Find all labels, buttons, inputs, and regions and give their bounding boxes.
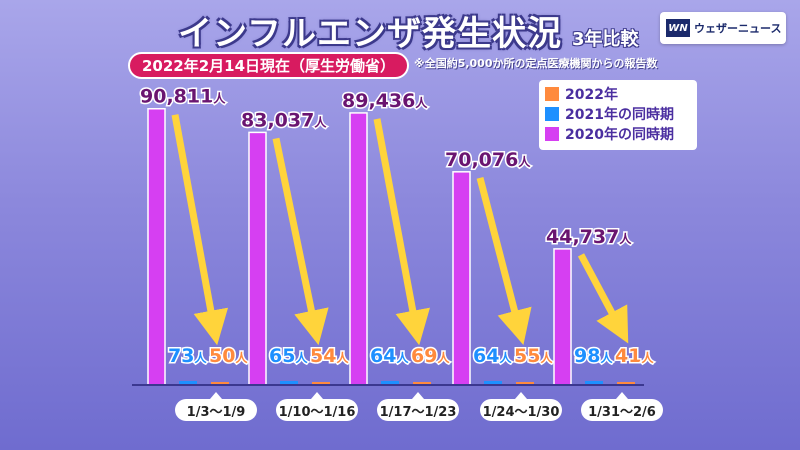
legend-swatch-2020 [545,127,559,141]
label-2021-3: 64人 [473,345,512,367]
title-area: インフルエンザ発生状況 3年比較 [178,6,639,55]
date-badge: 2022年2月14日現在（厚生労働省） [128,52,410,79]
label-2022-2: 69人 [411,345,450,367]
legend-label-2022: 2022年 [565,87,618,103]
chart-title: インフルエンザ発生状況 [178,14,562,54]
category-pointer-4 [616,392,628,399]
legend-label-2021: 2021年の同時期 [565,107,674,123]
legend: 2022年 2021年の同時期 2020年の同時期 [539,80,697,150]
label-2020-4: 44,737人 [546,226,632,248]
label-2022-0: 50人 [209,345,248,367]
decline-arrow-0 [171,114,229,346]
bar-2022-0 [211,382,229,385]
x-axis-line [132,384,644,386]
decline-arrow-3 [476,176,532,345]
bar-2022-1 [312,382,330,385]
label-2020-1: 83,037人 [241,109,327,131]
bar-2021-3 [484,381,502,385]
label-2022-3: 55人 [514,345,553,367]
category-label-1: 1/10〜1/16 [276,399,358,421]
decline-arrow-4 [577,253,629,344]
category-pointer-2 [412,392,424,399]
label-2021-4: 98人 [574,345,613,367]
bar-2021-1 [280,381,298,385]
category-label-0: 1/3〜1/9 [175,399,257,421]
legend-swatch-2022 [545,87,559,101]
bar-2022-2 [413,382,431,385]
bar-2020-1 [248,131,267,386]
bar-2021-0 [179,381,197,385]
brand-name: ウェザーニュース [694,22,782,35]
weathernews-logo-icon: WN [666,19,690,37]
legend-swatch-2021 [545,107,559,121]
label-2020-2: 89,436人 [342,90,428,112]
bar-2022-3 [516,382,534,385]
bar-2021-4 [585,381,603,385]
bar-2020-3 [452,171,471,386]
decline-arrow-1 [272,137,329,346]
legend-item-2022: 2022年 [545,84,691,104]
category-pointer-1 [311,392,323,399]
legend-item-2021: 2021年の同時期 [545,104,691,124]
label-2021-1: 65人 [269,345,308,367]
label-2022-1: 54人 [310,345,349,367]
bar-2020-0 [147,107,166,386]
brand-badge: WN ウェザーニュース [660,12,786,44]
category-label-3: 1/24〜1/30 [480,399,562,421]
bar-2022-4 [617,382,635,385]
category-pointer-3 [515,392,527,399]
bar-2021-2 [381,381,399,385]
label-2020-3: 70,076人 [445,149,531,171]
chart-subtitle: 3年比較 [571,29,639,50]
label-2021-2: 64人 [370,345,409,367]
label-2022-4: 41人 [615,345,654,367]
legend-label-2020: 2020年の同時期 [565,127,674,143]
legend-item-2020: 2020年の同時期 [545,124,691,144]
decline-arrow-2 [373,118,430,346]
category-label-2: 1/17〜1/23 [377,399,459,421]
label-2021-0: 73人 [168,345,207,367]
category-label-4: 1/31〜2/6 [581,399,663,421]
source-note: ※全国約5,000か所の定点医療機関からの報告数 [414,57,658,70]
category-pointer-0 [210,392,222,399]
bar-2020-2 [349,112,368,386]
label-2020-0: 90,811人 [140,86,226,108]
bar-2020-4 [553,248,572,386]
